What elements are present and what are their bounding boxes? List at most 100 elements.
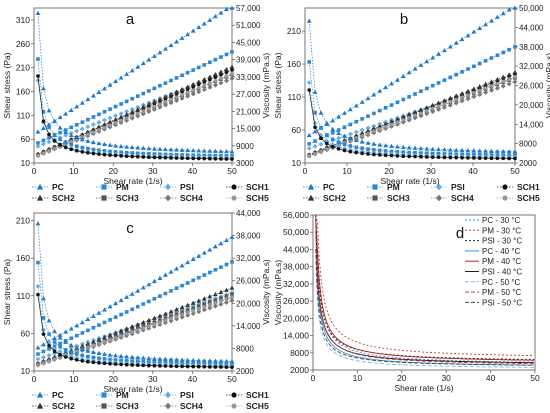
viscosity-point-sch1 <box>436 155 441 160</box>
stress-point-pc <box>347 107 353 112</box>
stress-point-sch3 <box>163 316 168 321</box>
stress-point-sch2 <box>453 93 459 98</box>
stress-point-pm <box>372 111 376 116</box>
viscosity-point-pm <box>313 110 317 115</box>
stress-point-sch5 <box>389 122 394 127</box>
y-tick-label: 160 <box>16 253 30 263</box>
viscosity-point-sch1 <box>372 152 376 157</box>
stress-point-pc <box>102 86 107 91</box>
stress-point-pm <box>185 281 190 285</box>
stress-point-sch5 <box>102 339 107 344</box>
viscosity-point-pc <box>185 357 191 362</box>
stress-point-psi <box>35 143 41 149</box>
stress-point-pc <box>201 21 207 26</box>
y2-tick-label: 32,000 <box>519 62 544 71</box>
x-tick-label: 50 <box>510 166 520 176</box>
viscosity-point-pc <box>212 148 218 153</box>
stress-point-sch5 <box>185 90 190 95</box>
x-tick-label: 30 <box>148 166 158 176</box>
stress-point-sch5 <box>319 149 323 154</box>
viscosity-point-pc <box>140 145 146 150</box>
x-axis-label: Shear rate (1/s) <box>380 176 439 186</box>
viscosity-point-sch1 <box>460 155 464 160</box>
viscosity-point-pc <box>168 147 174 152</box>
stress-point-pc <box>35 345 41 350</box>
stress-point-sch2 <box>135 107 141 112</box>
viscosity-point-pm <box>41 110 46 114</box>
viscosity-point-pc <box>85 138 91 143</box>
stress-point-pm <box>436 81 441 85</box>
stress-point-pc <box>353 103 359 108</box>
viscosity-point-pm <box>389 149 394 154</box>
stress-point-psi <box>52 351 57 356</box>
stress-point-sch2 <box>218 69 224 74</box>
stress-point-sch5 <box>174 95 179 99</box>
legend-label: SCH5 <box>246 401 269 411</box>
legend-label: SCH3 <box>387 193 410 203</box>
stress-point-sch4 <box>229 298 235 304</box>
stress-point-sch4 <box>140 111 146 117</box>
stress-point-sch4 <box>179 96 185 101</box>
viscosity-point-pm <box>58 345 62 349</box>
viscosity-point-sch1 <box>395 154 400 158</box>
legend-label: SCH1 <box>246 182 269 192</box>
stress-point-pm <box>58 130 62 135</box>
stress-point-pc <box>190 256 196 261</box>
stress-point-sch5 <box>360 133 364 138</box>
stress-point-sch5 <box>442 102 447 106</box>
stress-point-sch2 <box>389 119 394 124</box>
stress-point-pm <box>313 139 317 143</box>
panel-d: 0 10 20 30 40 50 2000 8000 14,000 20,000 26,000 32,… <box>273 210 540 393</box>
viscosity-point-pm <box>377 148 382 153</box>
legend-label: PC <box>52 182 64 192</box>
y-tick-label: 310 <box>16 15 30 25</box>
stress-point-pm <box>219 265 223 269</box>
x-tick-label: 10 <box>69 374 79 384</box>
y-tick-label: 110 <box>16 110 30 120</box>
stress-point-sch2 <box>140 104 146 109</box>
viscosity-point-sch1 <box>113 153 118 158</box>
stress-point-pc <box>124 71 130 76</box>
viscosity-point-pc <box>459 147 465 153</box>
stress-point-pc <box>57 114 63 120</box>
viscosity-point-pc <box>151 356 157 361</box>
stress-point-sch2 <box>107 332 113 338</box>
viscosity-point-pc <box>196 148 202 153</box>
stress-point-psi <box>353 129 359 135</box>
stress-point-pm <box>124 310 129 314</box>
x-tick-label: 20 <box>108 374 118 384</box>
stress-point-pm <box>230 50 234 54</box>
viscosity-point-sch1 <box>472 156 476 160</box>
stress-point-sch2 <box>424 105 430 110</box>
stress-point-pc <box>207 17 213 22</box>
viscosity-point-sch1 <box>58 352 62 357</box>
stress-point-sch4 <box>229 76 235 81</box>
stress-point-pc <box>471 29 477 34</box>
viscosity-point-sch1 <box>147 363 151 368</box>
stress-point-pm <box>460 70 464 74</box>
stress-point-sch4 <box>179 314 185 320</box>
stress-point-pm <box>224 262 229 267</box>
stress-point-sch2 <box>118 328 124 333</box>
viscosity-point-pm <box>97 148 101 153</box>
legend-marker <box>164 183 172 191</box>
stress-point-psi <box>118 111 124 117</box>
stress-point-sch4 <box>157 104 163 110</box>
legend-label: SCH3 <box>116 401 139 411</box>
viscosity-point-sch1 <box>507 156 511 161</box>
x-tick-label: 0 <box>32 374 37 384</box>
viscosity-point-pc <box>447 147 453 152</box>
stress-point-pm <box>124 99 129 104</box>
viscosity-point-pc <box>506 149 512 154</box>
y-tick-label: 32,000 <box>283 279 309 289</box>
legend-label: SCH3 <box>116 193 139 203</box>
stress-point-sch3 <box>230 292 234 297</box>
stress-point-sch4 <box>424 111 430 117</box>
stress-point-sch5 <box>47 149 51 153</box>
viscosity-point-pm <box>108 357 112 362</box>
stress-point-sch2 <box>471 86 477 91</box>
legend-marker <box>164 402 172 410</box>
y2-axis-label: Viscosity (mPa.s) <box>544 53 550 119</box>
viscosity-point-pc <box>347 136 353 141</box>
viscosity-point-pc <box>207 358 213 363</box>
